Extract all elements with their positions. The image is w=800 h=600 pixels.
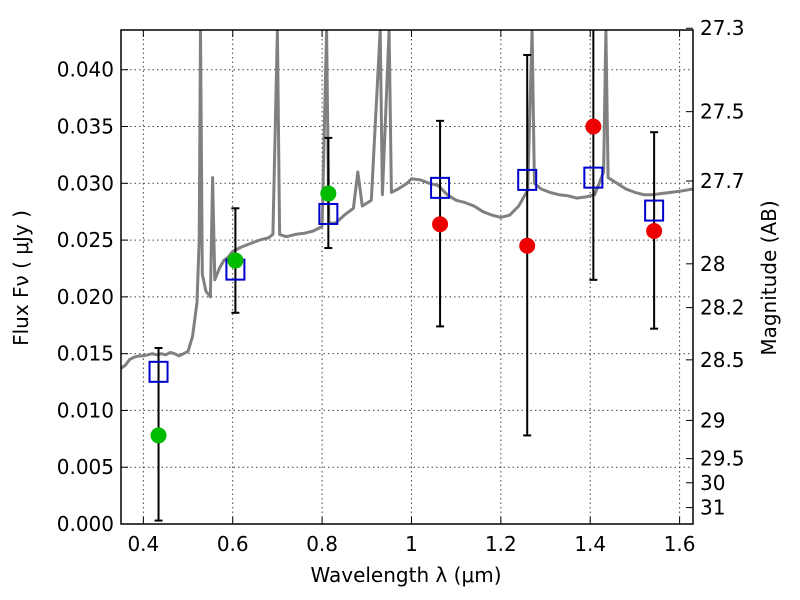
y-tick-label: 0.005 xyxy=(57,455,114,479)
y-tick-label: 0.025 xyxy=(57,228,114,252)
x-tick-label: 1.6 xyxy=(664,532,696,556)
x-tick-label: 0.6 xyxy=(217,532,249,556)
observed-point-green xyxy=(320,185,337,202)
x-tick-label: 1 xyxy=(405,532,418,556)
observed-point-red xyxy=(646,223,663,240)
y-tick-label: 0.000 xyxy=(57,512,114,536)
observed-point-red xyxy=(585,118,602,135)
model-photometry-square xyxy=(430,176,451,199)
model-photometry-square xyxy=(644,199,665,222)
y2-tick-label: 28 xyxy=(700,252,725,276)
x-axis-title: Wavelength λ (μm) xyxy=(310,563,501,587)
model-photometry-square xyxy=(318,202,339,225)
model-photometry-squares xyxy=(148,166,665,383)
error-bars xyxy=(154,30,659,522)
y2-tick-label: 30 xyxy=(700,471,725,495)
model-photometry-square xyxy=(517,168,538,191)
y2-tick-label: 27.5 xyxy=(700,100,745,124)
y-tick-label: 0.040 xyxy=(57,58,114,82)
observed-point-green xyxy=(150,427,167,444)
x-tick-label: 0.4 xyxy=(127,532,159,556)
y2-tick-label: 29.5 xyxy=(700,447,745,471)
y-tick-label: 0.035 xyxy=(57,115,114,139)
y-tick-label: 0.020 xyxy=(57,285,114,309)
model-spectrum xyxy=(121,30,693,370)
y2-tick-label: 27.7 xyxy=(700,169,745,193)
observed-points xyxy=(150,118,663,444)
y2-tick-label: 28.2 xyxy=(700,296,745,320)
model-spectrum-line xyxy=(121,30,693,370)
plot-frame xyxy=(120,29,694,525)
y-axis-title: Flux Fν ( μJy ) xyxy=(9,210,33,346)
y-tick-label: 0.010 xyxy=(57,398,114,422)
observed-point-red xyxy=(432,216,449,233)
observed-point-green xyxy=(227,252,244,269)
model-photometry-square xyxy=(583,166,604,189)
y2-axis-title: Magnitude (AB) xyxy=(757,200,781,355)
x-tick-label: 1.4 xyxy=(574,532,606,556)
model-photometry-square xyxy=(148,360,169,383)
y2-tick-label: 29 xyxy=(700,408,725,432)
y-tick-label: 0.015 xyxy=(57,342,114,366)
observed-point-red xyxy=(519,237,536,254)
y2-tick-label: 27.3 xyxy=(700,16,745,40)
y-tick-label: 0.030 xyxy=(57,171,114,195)
axes xyxy=(120,29,694,525)
x-tick-label: 1.2 xyxy=(485,532,517,556)
y2-tick-label: 28.5 xyxy=(700,348,745,372)
x-tick-label: 0.8 xyxy=(306,532,338,556)
ticks: 0.4 0.6 0.8 1 1.2 1.4 1.6 0.000 0.005 0.010 0.015 0… xyxy=(57,16,745,556)
y2-tick-label: 31 xyxy=(700,496,725,520)
